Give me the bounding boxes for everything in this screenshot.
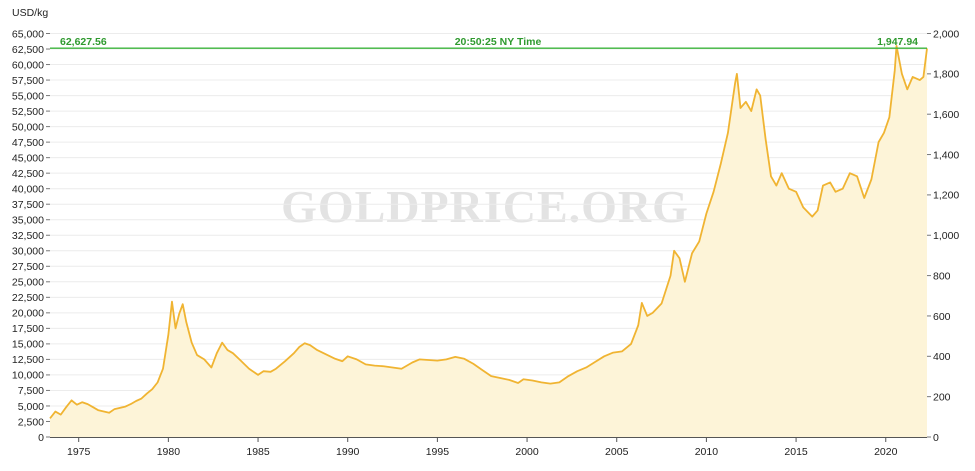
y-left-tick-label: 52,500 <box>12 106 44 118</box>
current-time: 20:50:25 NY Time <box>455 36 542 48</box>
y-left-tick-label: 10,000 <box>12 370 44 382</box>
y-left-tick-label: 42,500 <box>12 168 44 180</box>
y-left-tick-label: 30,000 <box>12 246 44 258</box>
y-right-tick-label: 1,600 <box>933 109 959 121</box>
y-left-tick-label: 35,000 <box>12 215 44 227</box>
y-left-tick-label: 40,000 <box>12 183 44 195</box>
y-left-tick-label: 20,000 <box>12 308 44 320</box>
y-axis-unit-label: USD/kg <box>12 7 48 19</box>
y-right-tick-label: 2,000 <box>933 28 959 40</box>
y-left-tick-label: 65,000 <box>12 28 44 40</box>
y-left-tick-label: 17,500 <box>12 323 44 335</box>
x-tick-label: 2005 <box>605 446 629 458</box>
x-tick-label: 1980 <box>157 446 181 458</box>
x-tick-label: 1975 <box>67 446 91 458</box>
y-left-tick-label: 27,500 <box>12 261 44 273</box>
y-left-tick-label: 45,000 <box>12 152 44 164</box>
y-left-tick-label: 47,500 <box>12 137 44 149</box>
current-price-oz: 1,947.94 <box>877 36 918 48</box>
y-left-tick-label: 62,500 <box>12 44 44 56</box>
price-area-fill <box>50 45 927 438</box>
y-left-tick-label: 50,000 <box>12 121 44 133</box>
x-tick-label: 1995 <box>426 446 450 458</box>
y-left-tick-label: 5,000 <box>18 401 44 413</box>
y-left-tick-label: 60,000 <box>12 59 44 71</box>
x-tick-label: 1990 <box>336 446 360 458</box>
y-right-tick-label: 200 <box>933 391 951 403</box>
x-tick-label: 2015 <box>784 446 808 458</box>
x-tick-label: 1985 <box>246 446 270 458</box>
price-line <box>49 45 928 419</box>
x-tick-label: 2010 <box>695 446 719 458</box>
y-left-tick-label: 57,500 <box>12 75 44 87</box>
y-left-tick-label: 7,500 <box>18 385 44 397</box>
y-right-tick-label: 600 <box>933 311 951 323</box>
y-left-tick-label: 37,500 <box>12 199 44 211</box>
y-left-tick-label: 12,500 <box>12 354 44 366</box>
x-axis: 1975 1980 1985 1990 1995 2000 2005 2010 2015 2020 <box>67 437 898 458</box>
y-axis-left: 0 2,500 5,000 7,500 10,000 12,500 15,000 17,500… <box>12 28 50 444</box>
y-left-tick-label: 55,000 <box>12 90 44 102</box>
x-tick-label: 2000 <box>515 446 539 458</box>
y-right-tick-label: 1,200 <box>933 190 959 202</box>
y-left-tick-label: 22,500 <box>12 292 44 304</box>
y-right-tick-label: 1,800 <box>933 69 959 81</box>
y-axis-right: 0 200 400 600 800 1,000 1,200 1,400 1,600 1,800 2,… <box>927 28 959 444</box>
y-right-tick-label: 400 <box>933 351 951 363</box>
y-right-tick-label: 1,000 <box>933 230 959 242</box>
y-left-tick-label: 15,000 <box>12 339 44 351</box>
y-left-tick-label: 2,500 <box>18 416 44 428</box>
x-tick-label: 2020 <box>874 446 898 458</box>
y-left-tick-label: 0 <box>38 432 44 444</box>
y-right-tick-label: 1,400 <box>933 149 959 161</box>
watermark: GOLDPRICE.ORG <box>281 181 689 232</box>
y-left-tick-label: 25,000 <box>12 277 44 289</box>
current-price-kg: 62,627.56 <box>60 36 107 48</box>
y-right-tick-label: 0 <box>933 432 939 444</box>
y-left-tick-label: 32,500 <box>12 230 44 242</box>
y-right-tick-label: 800 <box>933 270 951 282</box>
